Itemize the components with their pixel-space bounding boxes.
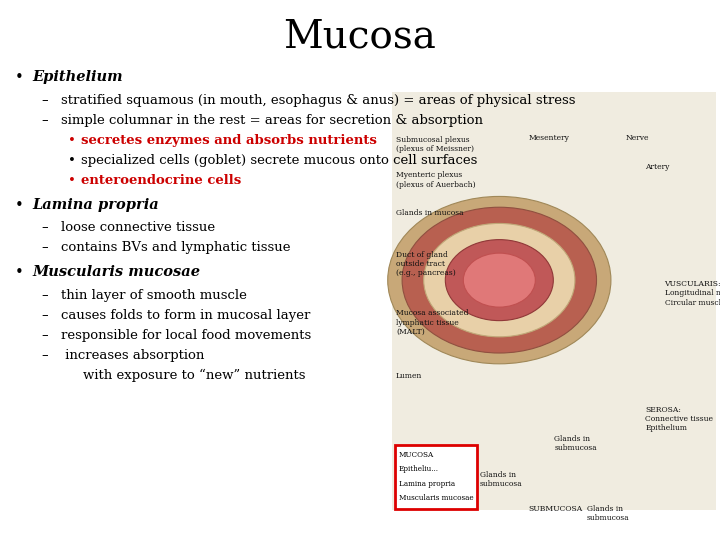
Text: MUCOSA: MUCOSA: [399, 451, 434, 460]
Text: Lumen: Lumen: [396, 372, 423, 380]
Text: Glands in
submucosa: Glands in submucosa: [480, 470, 523, 488]
Text: Mesentery: Mesentery: [528, 134, 570, 141]
Circle shape: [388, 197, 611, 364]
Text: Mucosa: Mucosa: [284, 19, 436, 56]
Bar: [392, 92, 716, 510]
Text: Muscularis mucosae: Muscularis mucosae: [399, 494, 474, 502]
Circle shape: [402, 207, 596, 353]
Text: Glands in
submucosa: Glands in submucosa: [554, 435, 597, 452]
Text: –: –: [42, 349, 48, 362]
Text: •: •: [68, 154, 76, 167]
Text: Artery: Artery: [645, 163, 670, 171]
Text: Duct of gland
outside tract
(e.g., pancreas): Duct of gland outside tract (e.g., pancr…: [396, 251, 456, 277]
Text: increases absorption: increases absorption: [61, 349, 204, 362]
Text: stratified squamous (in mouth, esophagus & anus) = areas of physical stress: stratified squamous (in mouth, esophagus…: [61, 94, 576, 107]
Text: Epitheliu...: Epitheliu...: [399, 465, 439, 474]
Text: –: –: [42, 241, 48, 254]
Text: –: –: [42, 94, 48, 107]
Circle shape: [423, 224, 575, 337]
Text: contains BVs and lymphatic tissue: contains BVs and lymphatic tissue: [61, 241, 291, 254]
Text: –: –: [42, 221, 48, 234]
Text: SEROSA:
Connective tissue
Epithelium: SEROSA: Connective tissue Epithelium: [645, 406, 713, 432]
Text: •: •: [14, 198, 23, 213]
Text: VUSCULARIS:
Longitudinal muscle
Circular muscle: VUSCULARIS: Longitudinal muscle Circular…: [665, 280, 720, 307]
Text: •: •: [14, 265, 23, 280]
Text: Muscularis mucosae: Muscularis mucosae: [32, 265, 200, 279]
Text: •: •: [68, 134, 76, 147]
Text: simple columnar in the rest = areas for secretion & absorption: simple columnar in the rest = areas for …: [61, 114, 483, 127]
Text: responsible for local food movements: responsible for local food movements: [61, 329, 312, 342]
Text: Myenteric plexus
(plexus of Auerbach): Myenteric plexus (plexus of Auerbach): [396, 171, 476, 188]
Text: Nerve: Nerve: [626, 134, 649, 141]
Text: –: –: [42, 289, 48, 302]
Text: Submucosal plexus
(plexus of Meissner): Submucosal plexus (plexus of Meissner): [396, 136, 474, 153]
Text: SUBMUCOSA: SUBMUCOSA: [528, 505, 582, 513]
Text: secretes enzymes and absorbs nutrients: secretes enzymes and absorbs nutrients: [81, 134, 377, 147]
Text: •: •: [68, 174, 76, 187]
Circle shape: [464, 253, 535, 307]
Text: loose connective tissue: loose connective tissue: [61, 221, 215, 234]
Text: –: –: [42, 114, 48, 127]
Text: –: –: [42, 329, 48, 342]
Text: –: –: [42, 309, 48, 322]
Text: Lamina propria: Lamina propria: [32, 198, 159, 212]
Text: Glands in
submucosa: Glands in submucosa: [587, 505, 629, 522]
Text: with exposure to “new” nutrients: with exposure to “new” nutrients: [83, 369, 305, 382]
Text: enteroendocrine cells: enteroendocrine cells: [81, 174, 241, 187]
Bar: [395, 445, 477, 509]
Text: Epithelium: Epithelium: [32, 70, 123, 84]
Text: thin layer of smooth muscle: thin layer of smooth muscle: [61, 289, 247, 302]
Circle shape: [445, 240, 553, 321]
Text: •: •: [14, 70, 23, 85]
Text: causes folds to form in mucosal layer: causes folds to form in mucosal layer: [61, 309, 310, 322]
Text: Mucosa associated
lymphatic tissue
(MALT): Mucosa associated lymphatic tissue (MALT…: [396, 309, 469, 336]
Text: Lamina propria: Lamina propria: [399, 480, 455, 488]
Text: Glands in mucosa: Glands in mucosa: [396, 209, 464, 217]
Text: specialized cells (goblet) secrete mucous onto cell surfaces: specialized cells (goblet) secrete mucou…: [81, 154, 477, 167]
